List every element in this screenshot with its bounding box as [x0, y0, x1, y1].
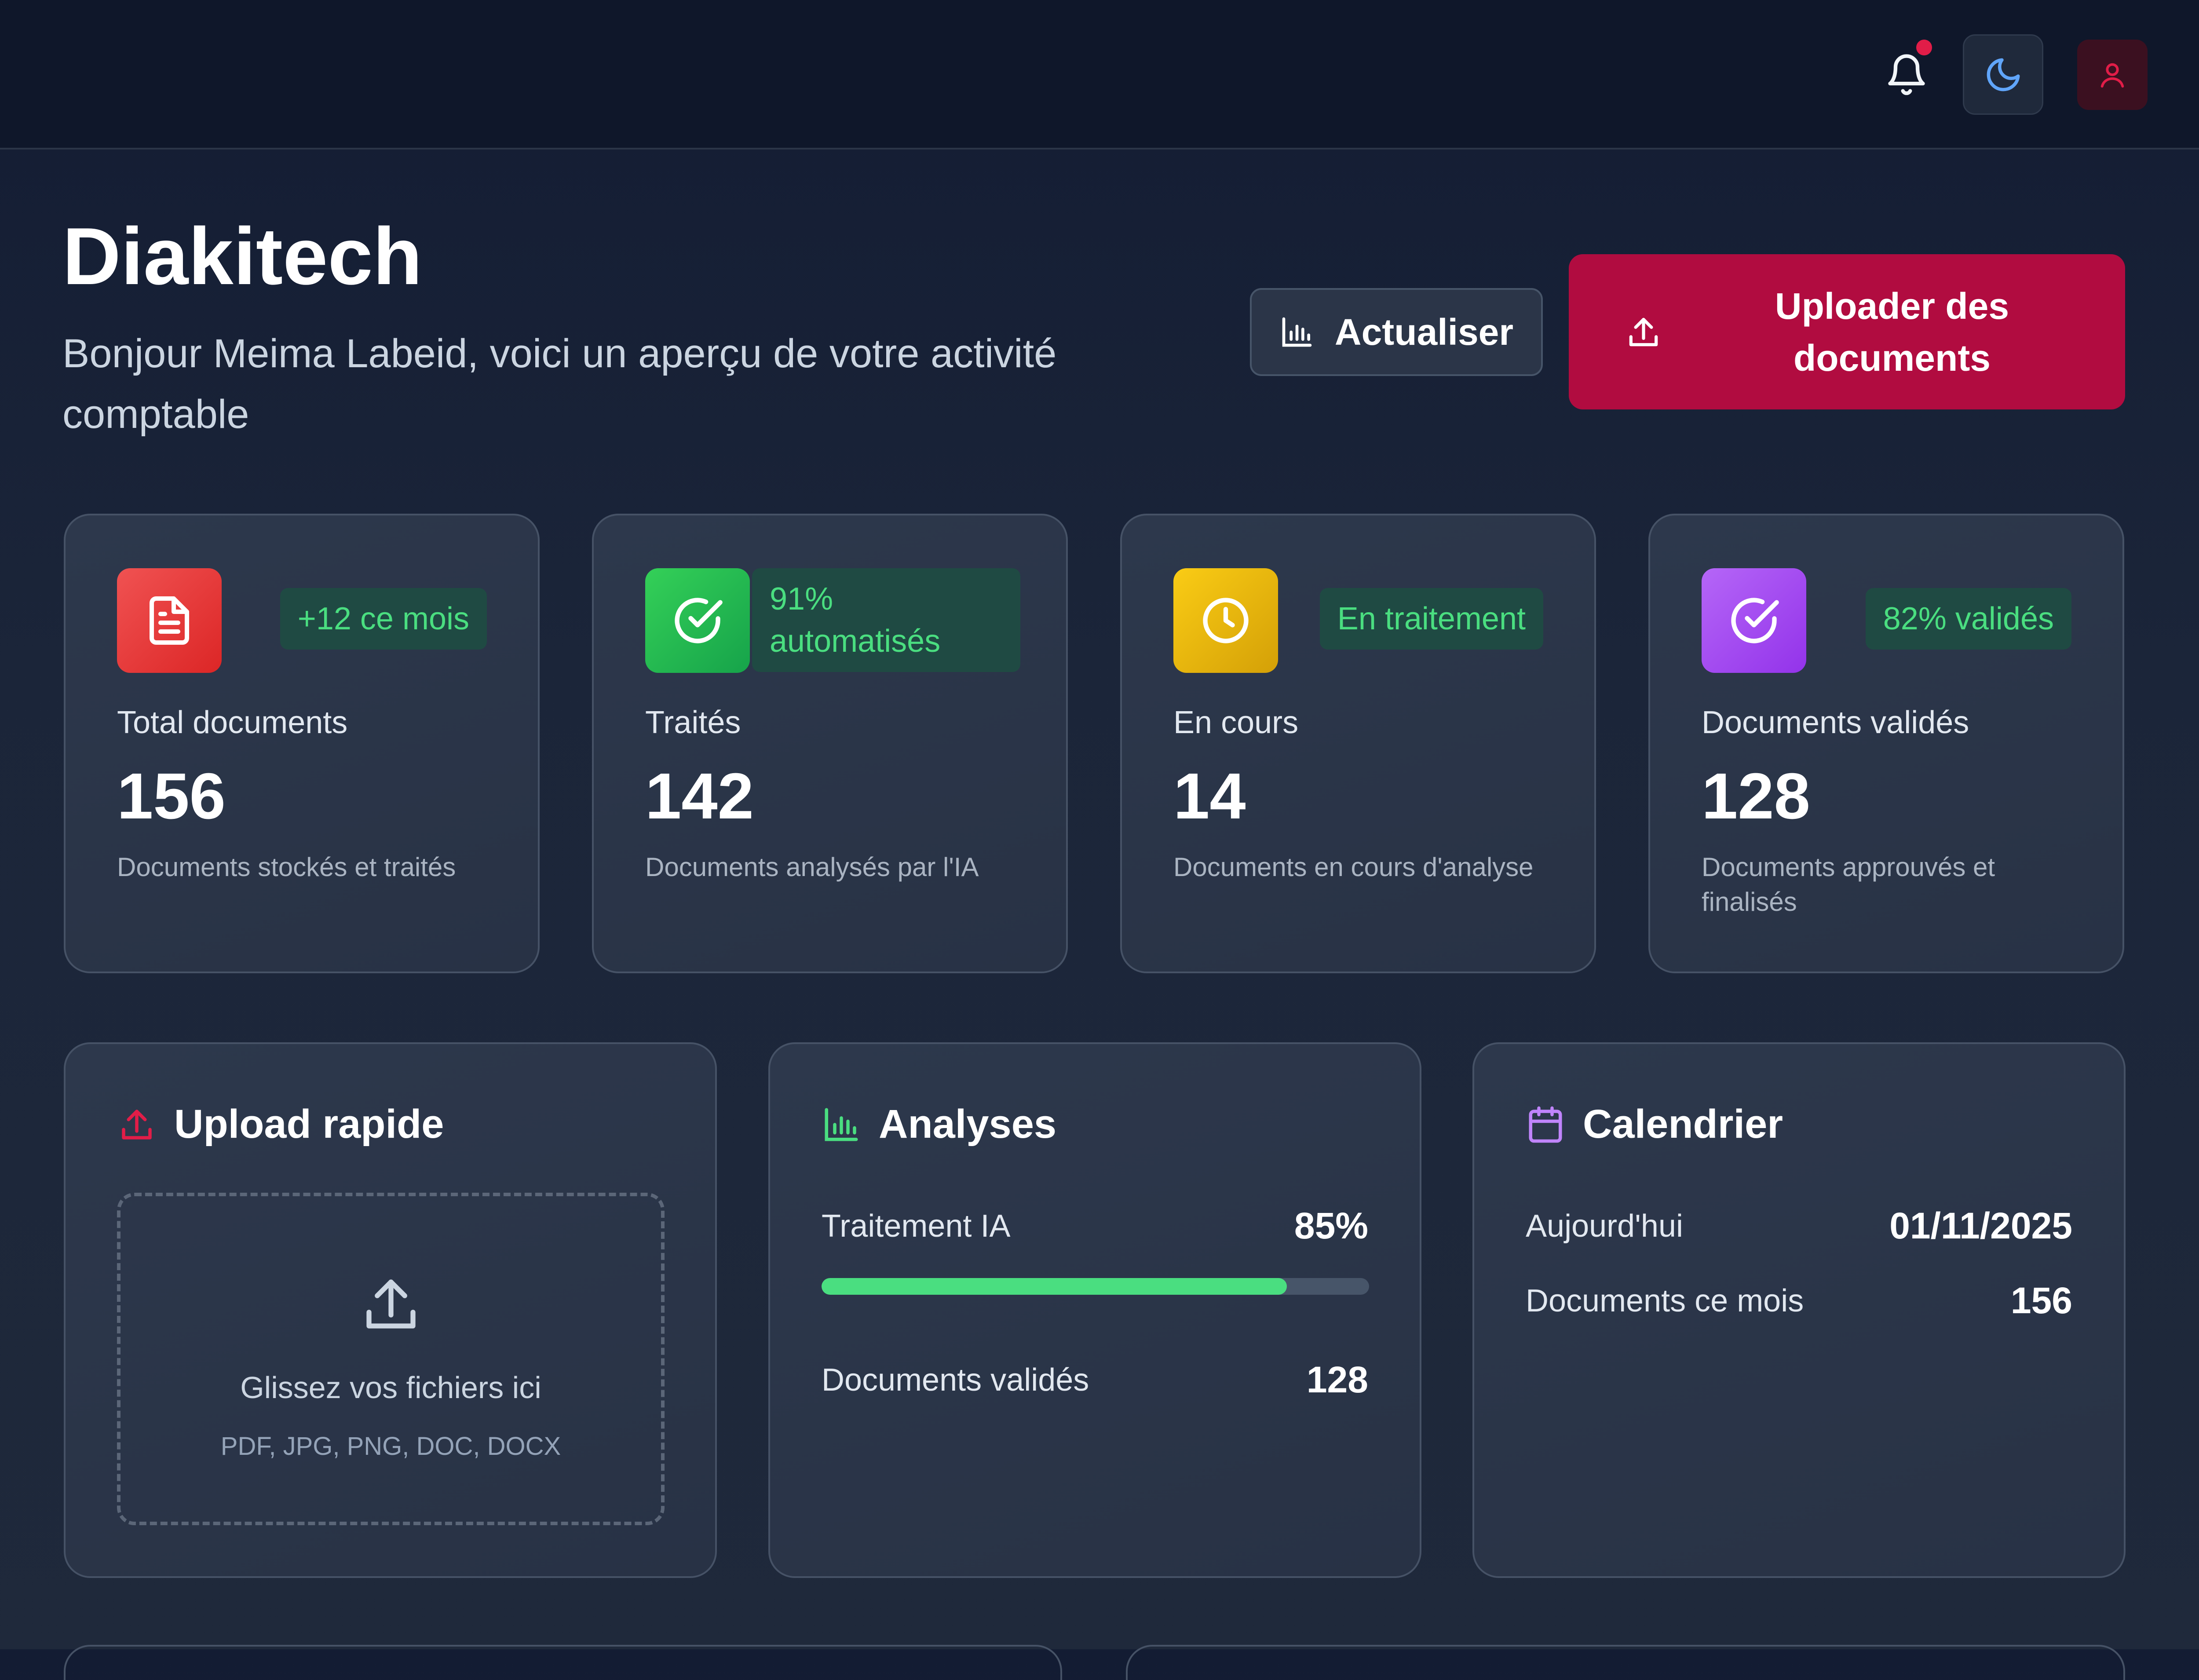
stat-description: Documents approuvés et finalisés [1702, 852, 1995, 917]
page-subtitle: Bonjour Meima Labeid, voici un aperçu de… [62, 331, 1057, 437]
stat-icon-tile [117, 568, 222, 673]
upload-documents-label: Uploader des documents [1775, 285, 2009, 379]
panel-title: Upload rapide [174, 1102, 444, 1147]
bar-chart-icon [1282, 317, 1312, 347]
calendar-icon [1529, 1106, 1562, 1143]
stat-badge: 82% validés [1865, 588, 2071, 650]
stat-badge: 91% automatisés [752, 568, 1020, 672]
stat-value: 156 [117, 760, 226, 833]
stat-icon-tile [1173, 568, 1278, 673]
panel-header: Calendrier [1526, 1101, 1783, 1147]
calendar-panel: Calendrier Aujourd'hui 01/11/2025 Docume… [1472, 1042, 2126, 1578]
stat-value: 14 [1173, 760, 1246, 833]
stat-description: Documents stockés et traités [117, 852, 456, 882]
stat-description: Documents analysés par l'IA [645, 852, 979, 882]
bar-chart-icon [825, 1108, 858, 1141]
upload-documents-button[interactable]: Uploader des documents [1569, 254, 2125, 409]
stat-card-total: +12 ce mois Total documents 156 Document… [64, 514, 540, 973]
stat-label: Total documents [117, 705, 348, 740]
stat-description: Documents en cours d'analyse [1173, 852, 1534, 882]
page-title: Diakitech [62, 211, 423, 301]
month-value: 156 [2010, 1280, 2072, 1321]
validated-value: 128 [1306, 1359, 1368, 1400]
stat-value: 128 [1702, 760, 1810, 833]
panel-title: Calendrier [1583, 1102, 1783, 1147]
today-row: Aujourd'hui 01/11/2025 [1526, 1205, 2072, 1247]
stat-label: Traités [645, 705, 741, 740]
bell-icon [1888, 54, 1925, 95]
stat-label: Documents validés [1702, 705, 1969, 740]
ia-progress-fill [822, 1278, 1287, 1295]
upload-panel: Upload rapide Glissez vos fichiers ici P… [64, 1042, 717, 1578]
stat-icon-tile [1702, 568, 1806, 673]
file-dropzone[interactable]: Glissez vos fichiers ici PDF, JPG, PNG, … [117, 1193, 665, 1525]
validated-row: Documents validés 128 [822, 1359, 1368, 1401]
validated-label: Documents validés [822, 1362, 1089, 1398]
notifications-button[interactable] [1874, 40, 1940, 106]
ia-processing-row: Traitement IA 85% [822, 1205, 1368, 1247]
stat-badge: En traitement [1319, 588, 1543, 650]
stat-value: 142 [645, 760, 754, 833]
ia-progress-bar [822, 1278, 1369, 1295]
today-value: 01/11/2025 [1889, 1205, 2072, 1246]
ia-processing-value: 85% [1294, 1205, 1368, 1246]
upload-icon [366, 1279, 416, 1329]
panel-title: Analyses [879, 1102, 1057, 1147]
analyses-panel: Analyses Traitement IA 85% Documents val… [768, 1042, 1421, 1578]
dropzone-formats: PDF, JPG, PNG, DOC, DOCX [220, 1432, 561, 1461]
today-label: Aujourd'hui [1526, 1208, 1683, 1244]
dropzone-text: Glissez vos fichiers ici [240, 1370, 541, 1405]
stat-icon-tile [645, 568, 750, 673]
file-text-icon [150, 596, 189, 645]
notification-dot [1916, 40, 1932, 55]
stat-card-in-progress: En traitement En cours 14 Documents en c… [1120, 514, 1596, 973]
bottom-card-left [64, 1645, 1062, 1680]
upload-icon [122, 1109, 152, 1139]
panel-header: Upload rapide [117, 1101, 444, 1147]
moon-icon [1987, 58, 2020, 91]
refresh-button[interactable]: Actualiser [1250, 288, 1543, 376]
check-circle-icon [1731, 598, 1779, 643]
bottom-card-right [1126, 1645, 2125, 1680]
user-icon [2100, 63, 2124, 88]
user-menu-button[interactable] [2077, 40, 2148, 110]
stat-card-validated: 82% validés Documents validés 128 Docume… [1648, 514, 2124, 973]
upload-icon [1629, 318, 1658, 346]
clock-icon [1203, 598, 1249, 643]
panel-header: Analyses [822, 1101, 1056, 1147]
refresh-button-label: Actualiser [1334, 311, 1514, 353]
check-circle-icon [675, 598, 723, 643]
month-row: Documents ce mois 156 [1526, 1279, 2072, 1322]
top-bar [0, 0, 2199, 150]
stat-badge: +12 ce mois [280, 588, 487, 650]
ia-processing-label: Traitement IA [822, 1208, 1011, 1244]
theme-toggle-button[interactable] [1963, 34, 2043, 115]
month-label: Documents ce mois [1526, 1283, 1804, 1318]
stat-card-processed: 91% automatisés Traités 142 Documents an… [592, 514, 1068, 973]
stat-label: En cours [1173, 705, 1299, 740]
